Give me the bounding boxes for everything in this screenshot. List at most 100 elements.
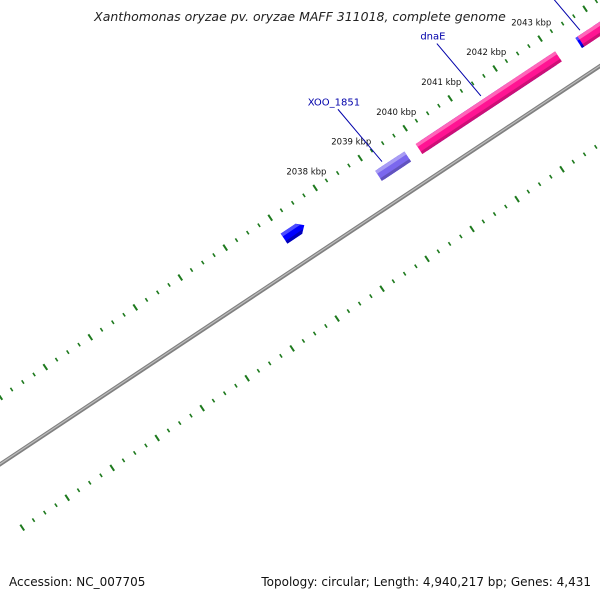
outer-tick: [402, 124, 408, 132]
map-title: Xanthomonas oryzae pv. oryzae MAFF 31101…: [94, 9, 506, 24]
outer-tick: [357, 154, 363, 162]
inner-tick: [459, 234, 463, 239]
tick-label: 2042 kbp: [466, 48, 506, 58]
inner-tick: [222, 391, 227, 396]
inner-tick-ring: [19, 144, 598, 532]
outer-tick: [222, 244, 229, 252]
gene-name: dnaE: [420, 32, 445, 43]
gene-label-dnae[interactable]: dnaE: [420, 32, 482, 97]
inner-tick: [54, 503, 58, 508]
inner-tick: [189, 413, 193, 418]
outer-tick: [156, 290, 160, 295]
outer-tick: [111, 320, 115, 325]
inner-tick: [199, 404, 205, 412]
outer-tick: [177, 274, 184, 281]
outer-tick: [234, 238, 239, 243]
inner-tick: [469, 225, 475, 233]
gene-label-rnhb[interactable]: rnhB: [520, 0, 581, 31]
tick-label: 2040 kbp: [376, 108, 416, 118]
inner-tick: [99, 473, 103, 478]
inner-tick: [526, 189, 531, 194]
inner-tick: [582, 152, 587, 157]
inner-tick: [76, 488, 81, 493]
inner-tick: [414, 264, 418, 269]
outer-tick: [414, 118, 419, 123]
outer-tick: [572, 14, 576, 19]
outer-tick: [87, 333, 94, 341]
inner-tick: [402, 271, 407, 276]
inner-tick: [64, 494, 71, 502]
outer-tick: [267, 214, 273, 222]
inner-tick: [244, 374, 250, 382]
inner-tick: [379, 285, 385, 293]
cds-arrow[interactable]: [280, 223, 305, 244]
cog-track: [375, 20, 600, 181]
inner-tick: [289, 344, 295, 352]
tick-label: 2038 kbp: [286, 168, 326, 178]
cog-feature-purple[interactable]: [375, 151, 412, 181]
gene-leader-line: [553, 0, 581, 31]
outer-tick: [290, 200, 295, 205]
gene-leader-line: [337, 108, 383, 162]
outer-tick: [459, 88, 464, 93]
inner-tick: [211, 398, 216, 403]
outer-tick: [200, 260, 205, 265]
inner-tick: [492, 211, 497, 217]
inner-tick: [549, 174, 553, 179]
inner-tick: [109, 464, 116, 472]
outer-tick: [212, 252, 216, 258]
inner-tick: [256, 368, 261, 373]
outer-tick: [347, 163, 351, 168]
outer-tick: [9, 387, 14, 392]
inner-tick: [514, 195, 520, 203]
outer-tick: [302, 193, 306, 198]
inner-tick: [324, 323, 328, 329]
outer-tick: [99, 327, 104, 332]
outer-tick: [66, 350, 70, 355]
tick-label: 2043 kbp: [511, 18, 551, 28]
inner-tick: [357, 301, 362, 306]
inner-tick: [537, 182, 542, 187]
outer-tick: [324, 178, 329, 183]
outer-tick: [482, 73, 486, 79]
cog-feature-pink[interactable]: [577, 20, 600, 47]
outer-tick: [560, 21, 565, 26]
gene-name: XOO_1851: [308, 97, 360, 108]
inner-tick: [424, 255, 430, 263]
inner-tick: [312, 331, 317, 336]
outer-tick: [537, 35, 543, 43]
outer-tick: [470, 81, 475, 86]
outer-tick: [77, 342, 81, 347]
inner-tick: [166, 428, 171, 433]
outer-tick: [312, 184, 318, 192]
outer-tick: [21, 379, 25, 385]
outer-tick: [504, 58, 509, 64]
inner-tick: [391, 279, 396, 284]
inner-tick: [132, 450, 137, 456]
outer-tick: [257, 223, 261, 228]
outer-tick: [0, 394, 4, 401]
outer-tick: [594, 0, 599, 4]
outer-tick: [447, 94, 453, 102]
outer-tick: [515, 51, 520, 56]
backbone-highlight: [0, 64, 600, 465]
cog-feature-pink[interactable]: [415, 51, 562, 154]
outer-tick: [122, 312, 126, 317]
inner-tick: [234, 383, 238, 388]
outer-tick: [335, 170, 340, 176]
genome-summary-text: Topology: circular; Length: 4,940,217 bp…: [261, 575, 591, 589]
gene-label-xoo-1851[interactable]: XOO_1851: [308, 97, 383, 162]
accession-text: Accession: NC_007705: [9, 575, 146, 589]
outer-tick: [437, 103, 441, 108]
outer-tick: [549, 29, 554, 34]
inner-tick: [594, 144, 598, 149]
outer-tick: [392, 133, 396, 138]
tick-labels: 2038 kbp 2039 kbp 2040 kbp 2041 kbp 2042 kbp…: [286, 18, 551, 178]
inner-tick: [144, 443, 148, 448]
inner-tick: [42, 510, 47, 515]
inner-tick: [19, 524, 26, 532]
outer-tick: [527, 43, 531, 49]
gene-labels: XOO_1851dnaErnhBlpxBXOO_1855fabZlpxD: [308, 0, 581, 162]
